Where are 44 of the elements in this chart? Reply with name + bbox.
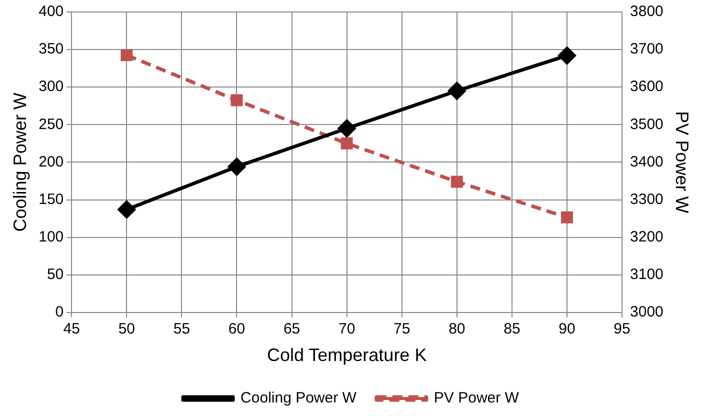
y-tick-label: 400: [38, 3, 64, 20]
y2-tick-label: 3100: [630, 266, 664, 283]
y2-tick-label: 3000: [630, 304, 664, 321]
y2-tick-label: 3800: [630, 3, 664, 20]
x-tick-label: 95: [614, 320, 630, 338]
point: [450, 176, 463, 188]
y2-tick-label: 3300: [630, 190, 664, 208]
legend-label: Cooling Power W: [240, 390, 358, 407]
x-tick-label: 80: [448, 320, 466, 338]
x-tick-label: 60: [228, 320, 246, 338]
y-tick-label: 0: [55, 304, 64, 321]
y2-tick-label: 3200: [630, 228, 664, 246]
x-tick-label: 55: [173, 320, 190, 338]
y-tick-label: 350: [38, 40, 64, 58]
x-tick-label: 50: [118, 320, 136, 338]
x-tick-label: 65: [283, 320, 300, 338]
y2-tick-label: 3500: [630, 116, 664, 133]
y-tick-label: 300: [38, 78, 64, 96]
point: [120, 49, 133, 62]
legend-label: PV Power W: [434, 390, 520, 407]
y2-axis-title: PV Power W: [672, 111, 692, 214]
x-tick-label: 85: [504, 320, 520, 338]
point: [230, 94, 243, 106]
x-tick-label: 75: [394, 320, 410, 338]
point: [340, 137, 353, 150]
y2-tick-label: 3400: [630, 153, 664, 170]
point: [558, 46, 576, 64]
x-tick-label: 70: [338, 320, 356, 338]
y-tick-label: 100: [38, 228, 64, 246]
y-tick-label: 150: [38, 190, 64, 208]
y-tick-label: 250: [38, 116, 64, 133]
point: [561, 211, 573, 224]
point: [118, 200, 136, 218]
y2-tick-label: 3700: [630, 40, 664, 58]
y-axis-title: Cooling Power W: [10, 92, 30, 232]
x-tick-label: 45: [63, 320, 80, 338]
point: [228, 158, 246, 176]
x-axis-title: Cold Temperature K: [266, 345, 427, 366]
y-tick-label: 50: [46, 266, 64, 283]
point: [338, 120, 356, 138]
y2-tick-label: 3600: [630, 78, 664, 96]
y-tick-label: 200: [38, 153, 64, 170]
point: [448, 82, 466, 100]
x-tick-label: 90: [558, 320, 576, 338]
